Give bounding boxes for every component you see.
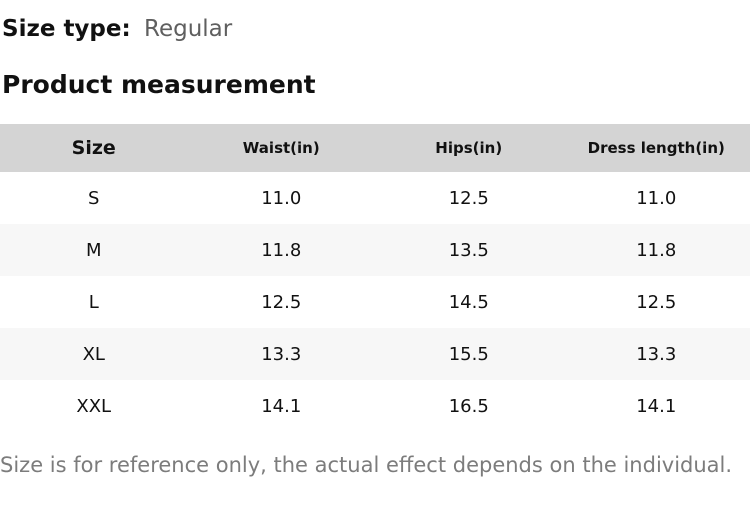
- page-title: Product measurement: [2, 70, 316, 99]
- waist-cell: 11.8: [261, 239, 302, 261]
- table-row: XL 13.3 15.5 13.3: [0, 328, 750, 380]
- hips-cell: 12.5: [448, 187, 489, 209]
- size-cell: L: [88, 291, 99, 313]
- hips-cell: 15.5: [448, 343, 489, 365]
- size-cell: M: [85, 239, 102, 261]
- waist-cell: 11.0: [261, 187, 302, 209]
- waist-cell: 12.5: [261, 291, 302, 313]
- size-cell: S: [88, 187, 100, 209]
- dress-length-cell: 11.0: [636, 187, 677, 209]
- size-cell: XL: [82, 343, 105, 365]
- size-type-value: Regular: [144, 16, 233, 42]
- hips-cell: 16.5: [448, 395, 489, 417]
- dress-length-cell: 11.8: [636, 239, 677, 261]
- dress-length-cell: 12.5: [636, 291, 677, 313]
- column-header-size: Size: [71, 137, 116, 159]
- table-row: M 11.8 13.5 11.8: [0, 224, 750, 276]
- waist-cell: 14.1: [261, 395, 302, 417]
- product-measurement-panel: Size type: Regular Product measurement S…: [0, 14, 750, 530]
- waist-cell: 13.3: [261, 343, 302, 365]
- column-header-waist: Waist(in): [242, 139, 320, 157]
- dress-length-cell: 14.1: [636, 395, 677, 417]
- hips-cell: 13.5: [448, 239, 489, 261]
- size-type-row: Size type: Regular: [2, 14, 750, 45]
- column-header-dress-length: Dress length(in): [587, 139, 725, 157]
- table-header-row: Size Waist(in) Hips(in) Dress length(in): [0, 124, 750, 172]
- hips-cell: 14.5: [448, 291, 489, 313]
- size-type-label: Size type:: [2, 16, 131, 42]
- size-disclaimer-text: Size is for reference only, the actual e…: [0, 453, 733, 477]
- size-cell: XXL: [76, 395, 112, 417]
- size-measurement-table: Size Waist(in) Hips(in) Dress length(in)…: [0, 124, 750, 432]
- column-header-hips: Hips(in): [435, 139, 503, 157]
- table-row: XXL 14.1 16.5 14.1: [0, 380, 750, 432]
- table-row: S 11.0 12.5 11.0: [0, 172, 750, 224]
- dress-length-cell: 13.3: [636, 343, 677, 365]
- table-row: L 12.5 14.5 12.5: [0, 276, 750, 328]
